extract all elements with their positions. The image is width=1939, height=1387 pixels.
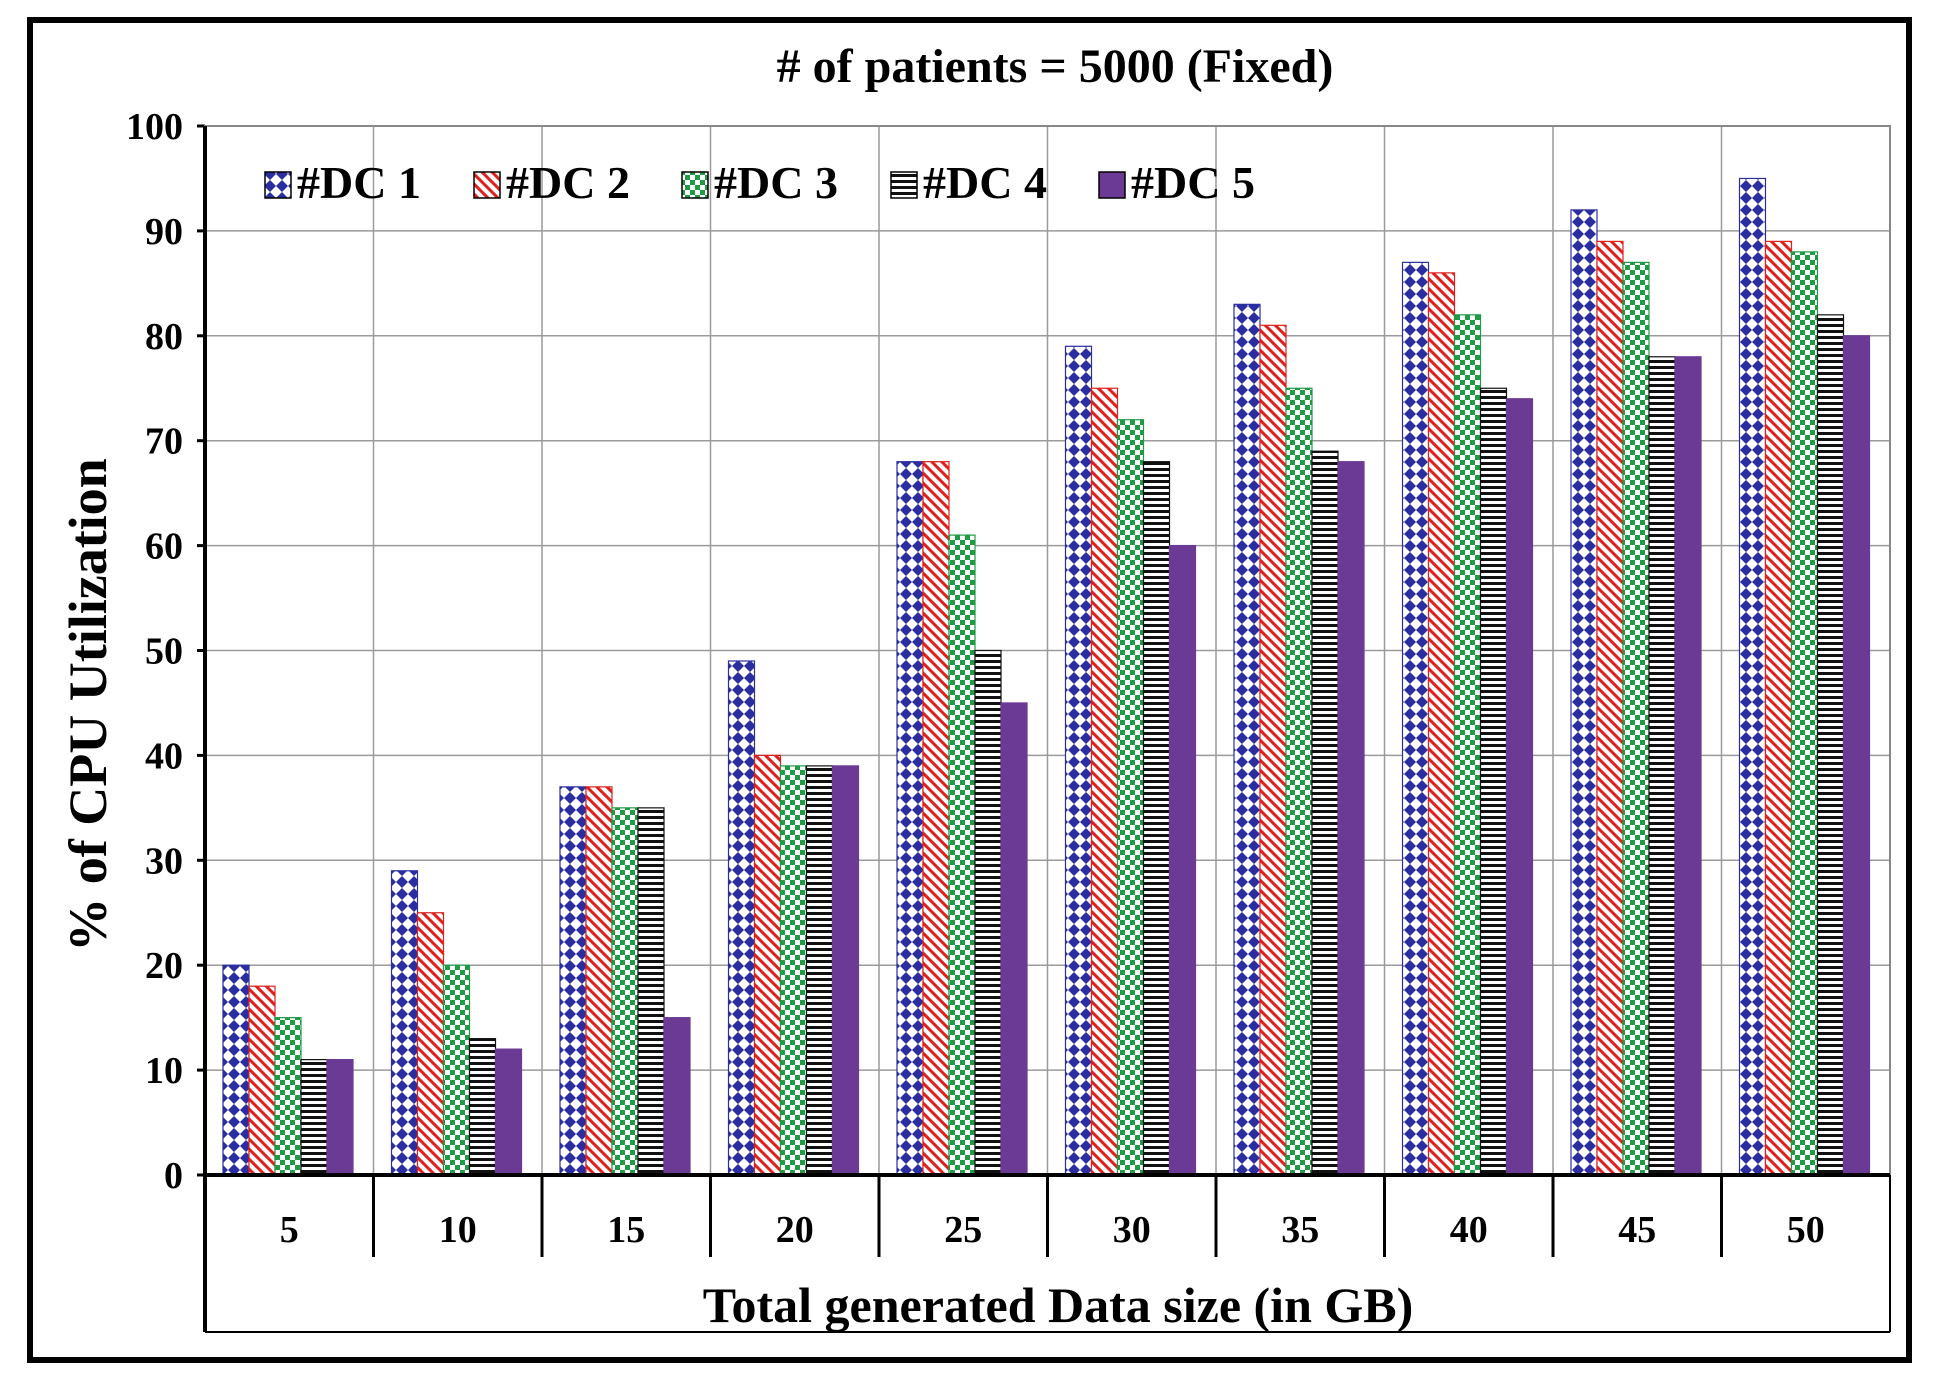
- x-axis-ticks: 5 10 15 20 25 30 35 40 45 50: [280, 1175, 1825, 1257]
- y-tick-label: 60: [145, 526, 183, 568]
- bar: [1570, 209, 1598, 1176]
- x-tick-label: 30: [1113, 1209, 1151, 1251]
- bar: [494, 1048, 523, 1176]
- legend-label: #DC 5: [1131, 157, 1255, 208]
- bar: [1764, 240, 1793, 1176]
- legend-label: #DC 3: [714, 157, 838, 208]
- bar: [1842, 335, 1871, 1176]
- outer-frame: [27, 17, 1912, 1363]
- bar: [1311, 450, 1339, 1176]
- bar: [948, 534, 976, 1176]
- y-tick-label: 30: [145, 840, 183, 882]
- x-tick-label: 40: [1450, 1209, 1488, 1251]
- bar: [637, 807, 665, 1176]
- x-tick-label: 50: [1787, 1209, 1825, 1251]
- bar: [1622, 261, 1650, 1176]
- bars: [222, 177, 1871, 1176]
- x-tick-label: 10: [439, 1209, 477, 1251]
- bar: [1738, 177, 1767, 1176]
- bar: [442, 964, 471, 1176]
- legend-label: #DC 1: [297, 157, 421, 208]
- y-tick-label: 20: [145, 945, 183, 987]
- x-tick-label: 45: [1618, 1209, 1656, 1251]
- bar: [326, 1059, 354, 1176]
- legend-swatch: [264, 171, 292, 199]
- bar: [1142, 461, 1171, 1176]
- bar: [1816, 314, 1845, 1176]
- bar: [663, 1017, 691, 1176]
- chart-title: # of patients = 5000 (Fixed): [777, 40, 1334, 93]
- bar: [1674, 356, 1702, 1176]
- x-tick-label: 25: [944, 1209, 982, 1251]
- y-tick-label: 10: [145, 1050, 183, 1092]
- bar: [1596, 240, 1624, 1176]
- bar: [1233, 303, 1261, 1176]
- bar: [1090, 387, 1119, 1176]
- bar: [1116, 419, 1145, 1176]
- bar: [1064, 345, 1093, 1176]
- legend-swatch: [890, 171, 918, 199]
- y-tick-label: 70: [145, 421, 183, 463]
- bar: [1401, 261, 1430, 1176]
- bar: [805, 765, 834, 1176]
- bar: [585, 786, 613, 1176]
- y-tick-label: 50: [145, 631, 183, 673]
- y-tick-label: 100: [126, 106, 183, 148]
- bar: [1427, 272, 1456, 1176]
- bar: [922, 461, 950, 1176]
- bar: [468, 1038, 497, 1176]
- bar: [248, 985, 276, 1176]
- y-tick-label: 40: [145, 735, 183, 777]
- y-tick-label: 0: [164, 1155, 183, 1197]
- y-axis-label: % of CPU Utilization: [58, 458, 118, 951]
- bar: [1479, 387, 1508, 1176]
- legend-swatch: [681, 171, 709, 199]
- bar: [1168, 544, 1197, 1176]
- legend-swatch: [473, 171, 501, 199]
- bar: [727, 660, 756, 1176]
- x-tick-label: 35: [1281, 1209, 1319, 1251]
- x-axis-label: Total generated Data size (in GB): [703, 1277, 1414, 1333]
- legend-swatch: [1098, 171, 1126, 199]
- y-tick-label: 90: [145, 211, 183, 253]
- bar: [779, 765, 808, 1176]
- y-tick-label: 80: [145, 316, 183, 358]
- bar: [416, 912, 445, 1176]
- bar: [390, 870, 419, 1176]
- legend-label: #DC 4: [923, 157, 1047, 208]
- x-tick-label: 15: [607, 1209, 645, 1251]
- y-axis-ticks: 0 10 20 30 40 50 60 70 80 90 100: [126, 106, 205, 1197]
- bar: [1790, 251, 1819, 1176]
- x-tick-label: 20: [776, 1209, 814, 1251]
- bar: [611, 807, 639, 1176]
- bar: [274, 1017, 302, 1176]
- bar: [1337, 461, 1365, 1176]
- bar: [1000, 702, 1028, 1176]
- bar: [831, 765, 860, 1176]
- bar: [559, 786, 587, 1176]
- bar: [1285, 387, 1313, 1176]
- bar: [1505, 398, 1534, 1176]
- legend-label: #DC 2: [506, 157, 630, 208]
- bar: [753, 754, 782, 1176]
- bar: [896, 461, 924, 1176]
- bar: [222, 964, 250, 1176]
- bar: [300, 1059, 328, 1176]
- bar: [1648, 356, 1676, 1176]
- bar: [1453, 314, 1482, 1176]
- legend: #DC 1 #DC 2 #DC 3 #DC 4 #DC 5: [264, 157, 1255, 208]
- bar: [1259, 324, 1287, 1176]
- bar: [974, 649, 1002, 1176]
- x-tick-label: 5: [280, 1209, 299, 1251]
